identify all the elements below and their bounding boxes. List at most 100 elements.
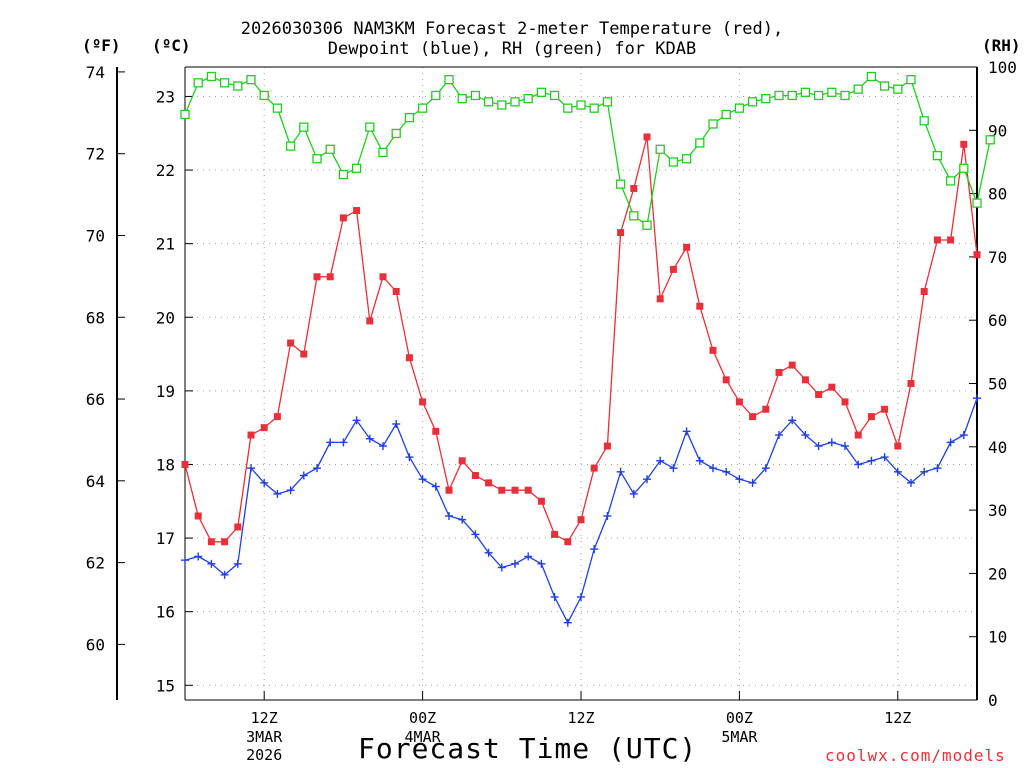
rh-point xyxy=(523,94,533,104)
rh-tick-label: 100 xyxy=(988,58,1017,77)
temperature-point xyxy=(630,184,638,192)
rh-point xyxy=(536,87,547,97)
rh-tick-label: 80 xyxy=(988,185,1007,204)
temperature-point xyxy=(366,317,374,325)
celsius-axis-label: (ºC) xyxy=(152,36,191,55)
x-tick-label: 12Z xyxy=(251,709,278,727)
rh-point xyxy=(563,103,573,113)
x-tick-label: 12Z xyxy=(884,709,911,727)
temperature-point xyxy=(392,287,400,295)
temperature-point xyxy=(485,479,493,487)
x-tick-label: 12Z xyxy=(567,709,594,727)
fahrenheit-tick-label: 64 xyxy=(86,472,105,491)
dewpoint-point xyxy=(920,467,929,476)
celsius-tick-label: 21 xyxy=(156,235,175,254)
temperature-point xyxy=(907,380,915,387)
rh-point xyxy=(180,109,190,120)
dewpoint-point xyxy=(458,515,467,524)
celsius-tick-label: 23 xyxy=(156,87,175,106)
temperature-point xyxy=(867,413,875,421)
rh-point xyxy=(813,90,824,101)
dewpoint-point xyxy=(524,552,533,561)
dewpoint-point xyxy=(326,438,335,447)
rh-point xyxy=(774,90,784,101)
temperature-point xyxy=(339,214,347,222)
dewpoint-point xyxy=(907,478,915,487)
dewpoint-point xyxy=(827,438,836,447)
dewpoint-point xyxy=(959,431,968,440)
dewpoint-point xyxy=(669,464,678,473)
rh-point xyxy=(655,144,665,154)
rh-point xyxy=(787,90,797,101)
temperature-point xyxy=(419,398,427,406)
fahrenheit-tick-label: 72 xyxy=(86,145,105,164)
temperature-point xyxy=(709,346,717,354)
dewpoint-point xyxy=(973,394,981,403)
rh-point xyxy=(272,103,283,113)
dewpoint-point xyxy=(537,559,546,568)
rh-point xyxy=(761,94,771,104)
temperature-point xyxy=(313,273,321,281)
dewpoint-point xyxy=(405,453,414,462)
rh-point xyxy=(734,103,745,113)
dewpoint-point xyxy=(392,419,401,428)
temperature-point xyxy=(511,486,519,494)
dewpoint-point xyxy=(418,475,427,484)
rh-axis-label: (RH) xyxy=(982,36,1021,55)
rh-point xyxy=(615,179,626,189)
rh-point xyxy=(365,122,375,132)
rh-tick-label: 50 xyxy=(988,375,1007,394)
dewpoint-point xyxy=(643,475,651,484)
temperature-point xyxy=(353,207,361,215)
chart-title-line2: Dewpoint (blue), RH (green) for KDAB xyxy=(327,39,697,59)
dewpoint-point xyxy=(286,486,295,495)
temperature-point xyxy=(194,512,202,520)
rh-tick-label: 10 xyxy=(988,628,1007,647)
rh-point xyxy=(470,90,481,101)
dewpoint-point xyxy=(867,456,876,465)
dewpoint-point xyxy=(511,559,519,568)
rh-point xyxy=(747,97,758,107)
rh-point xyxy=(299,122,309,132)
dewpoint-point xyxy=(379,442,387,451)
dewpoint-point xyxy=(788,416,797,425)
temperature-point xyxy=(735,398,743,406)
dewpoint-point xyxy=(880,453,889,462)
dewpoint-point xyxy=(946,438,955,447)
temperature-point xyxy=(801,376,809,384)
temperature-point xyxy=(933,236,941,244)
temperature-point xyxy=(973,251,981,259)
fahrenheit-tick-label: 60 xyxy=(86,635,105,654)
dewpoint-point xyxy=(431,482,440,491)
temperature-point xyxy=(498,486,506,494)
temperature-point xyxy=(656,295,664,303)
rh-point xyxy=(853,84,863,94)
x-tick-label: 00Z xyxy=(726,709,753,727)
temperature-point xyxy=(828,383,836,391)
dewpoint-point xyxy=(603,511,612,520)
rh-tick-label: 0 xyxy=(988,691,998,710)
dewpoint-point xyxy=(590,545,599,554)
rh-tick-label: 70 xyxy=(988,248,1007,267)
temperature-point xyxy=(775,368,783,376)
rh-point xyxy=(193,78,203,88)
dewpoint-point xyxy=(735,475,744,484)
x-tick-label: 00Z xyxy=(409,709,436,727)
rh-point xyxy=(417,103,428,113)
credit-text: coolwx.com/models xyxy=(825,746,1006,765)
dewpoint-point xyxy=(497,563,506,572)
temperature-point xyxy=(590,464,598,472)
temperature-point xyxy=(300,350,308,358)
temperature-point xyxy=(405,354,413,362)
rh-point xyxy=(576,100,586,110)
rh-point xyxy=(404,112,415,123)
dewpoint-point xyxy=(563,618,572,627)
temperature-point xyxy=(669,265,677,273)
temperature-point xyxy=(960,140,968,148)
rh-point xyxy=(206,71,217,82)
rh-point xyxy=(351,163,362,173)
rh-point xyxy=(378,147,388,158)
dewpoint-point xyxy=(775,431,783,440)
temperature-point xyxy=(260,424,268,432)
temperature-point xyxy=(432,427,440,435)
